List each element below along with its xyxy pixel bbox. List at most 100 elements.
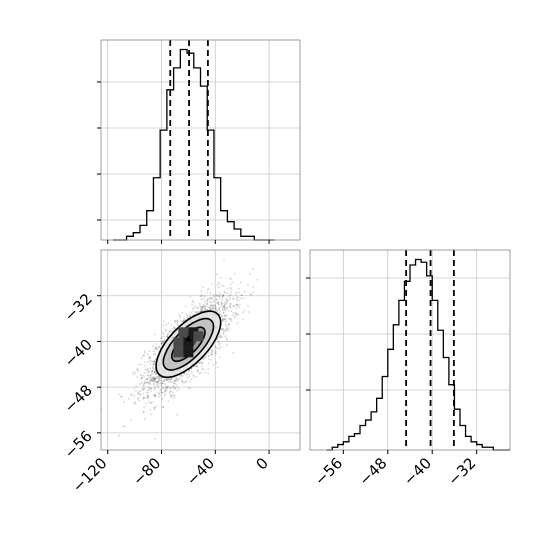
- scatter-point: [152, 378, 155, 381]
- scatter-point: [154, 385, 157, 388]
- scatter-point: [180, 379, 183, 381]
- scatter-point: [222, 318, 224, 320]
- scatter-point: [242, 297, 245, 300]
- scatter-point: [142, 411, 145, 414]
- scatter-point: [179, 315, 182, 317]
- scatter-point: [156, 377, 159, 379]
- scatter-point: [216, 298, 218, 300]
- scatter-point: [153, 408, 156, 411]
- scatter-point: [153, 360, 155, 362]
- scatter-point: [181, 381, 184, 383]
- scatter-point: [162, 331, 164, 334]
- scatter-point: [133, 395, 136, 397]
- scatter-point: [202, 298, 205, 301]
- scatter-point: [207, 355, 210, 357]
- scatter-point: [235, 313, 238, 315]
- scatter-point: [157, 386, 160, 389]
- scatter-point: [208, 297, 210, 300]
- scatter-point: [219, 297, 222, 300]
- scatter-point: [174, 319, 177, 322]
- scatter-point: [176, 386, 179, 389]
- scatter-point: [230, 291, 233, 293]
- scatter-point: [211, 304, 213, 307]
- scatter-point: [196, 307, 199, 309]
- scatter-point: [149, 356, 152, 358]
- scatter-point: [170, 377, 173, 380]
- scatter-point: [220, 328, 223, 330]
- scatter-point: [216, 294, 219, 296]
- scatter-point: [152, 363, 155, 365]
- scatter-point: [197, 369, 200, 372]
- scatter-point: [222, 328, 225, 330]
- scatter-point: [229, 277, 231, 280]
- scatter-point: [210, 304, 213, 307]
- scatter-point: [225, 320, 228, 323]
- scatter-point: [173, 397, 176, 400]
- scatter-point: [247, 284, 249, 286]
- scatter-point: [150, 375, 153, 378]
- scatter-point: [157, 384, 159, 387]
- scatter-point: [169, 390, 172, 392]
- scatter-point: [165, 379, 168, 381]
- scatter-point: [144, 382, 146, 384]
- scatter-point: [163, 339, 166, 342]
- scatter-point: [178, 313, 180, 316]
- scatter-point: [165, 388, 168, 391]
- scatter-point: [209, 297, 212, 300]
- scatter-point: [130, 393, 132, 396]
- scatter-point: [154, 353, 157, 355]
- scatter-point: [154, 387, 157, 390]
- scatter-point: [241, 294, 244, 296]
- scatter-point: [200, 371, 203, 374]
- density-cell: [173, 347, 184, 358]
- scatter-point: [137, 392, 140, 395]
- scatter-point: [221, 296, 224, 298]
- scatter-point: [157, 375, 159, 378]
- scatter-point: [147, 381, 150, 384]
- scatter-point: [165, 386, 168, 389]
- scatter-point: [174, 395, 176, 397]
- scatter-point: [236, 296, 239, 299]
- scatter-point: [159, 394, 161, 396]
- scatter-point: [221, 308, 224, 310]
- scatter-point: [206, 289, 209, 291]
- scatter-point: [164, 385, 167, 388]
- scatter-point: [153, 382, 155, 385]
- scatter-point: [159, 382, 162, 384]
- scatter-point: [187, 316, 189, 319]
- scatter-point: [175, 380, 178, 382]
- scatter-point: [182, 381, 185, 384]
- scatter-point: [153, 348, 156, 350]
- scatter-point: [174, 321, 177, 324]
- scatter-point: [221, 328, 224, 331]
- scatter-point: [138, 393, 141, 395]
- scatter-point: [218, 335, 221, 338]
- scatter-point: [151, 360, 153, 363]
- scatter-point: [170, 394, 172, 397]
- scatter-point: [224, 297, 227, 300]
- scatter-point: [148, 382, 151, 385]
- scatter-point: [249, 293, 252, 295]
- scatter-point: [221, 299, 223, 302]
- scatter-point: [222, 304, 225, 307]
- scatter-point: [179, 317, 181, 319]
- scatter-point: [196, 312, 199, 314]
- scatter-point: [229, 317, 232, 320]
- scatter-point: [146, 378, 149, 380]
- scatter-point: [172, 387, 175, 390]
- scatter-point: [204, 300, 206, 303]
- scatter-point: [198, 362, 201, 365]
- scatter-point: [165, 379, 168, 381]
- scatter-point: [184, 305, 187, 308]
- scatter-point: [210, 354, 213, 357]
- scatter-point: [222, 333, 225, 335]
- scatter-point: [157, 377, 160, 380]
- scatter-point: [223, 305, 226, 308]
- panel-frame: [100, 39, 301, 241]
- scatter-point: [154, 377, 157, 380]
- scatter-point: [176, 389, 178, 392]
- scatter-point: [201, 362, 204, 365]
- scatter-point: [229, 297, 232, 300]
- scatter-point: [163, 320, 165, 322]
- scatter-point: [218, 303, 221, 306]
